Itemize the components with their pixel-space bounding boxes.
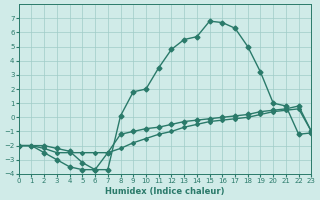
X-axis label: Humidex (Indice chaleur): Humidex (Indice chaleur) [105, 187, 225, 196]
